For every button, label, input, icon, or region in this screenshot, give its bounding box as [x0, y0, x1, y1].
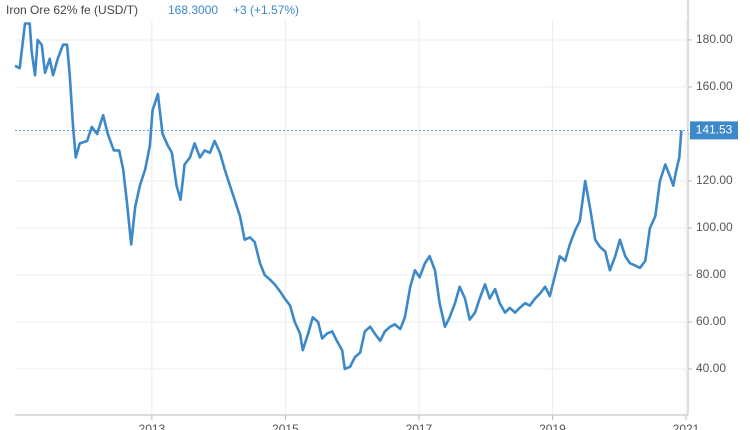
x-tick-label: 2019 — [539, 422, 566, 430]
y-tick-label: 40.00 — [696, 361, 726, 375]
y-tick-label: 60.00 — [696, 314, 726, 328]
x-tick-label: 2013 — [139, 422, 166, 430]
last-price: 168.3000 — [168, 3, 218, 17]
y-tick-label: 100.00 — [696, 220, 733, 234]
y-tick-label: 160.00 — [696, 79, 733, 93]
y-tick-label: 180.00 — [696, 32, 733, 46]
x-tick-label: 2015 — [272, 422, 299, 430]
y-tick-label: 120.00 — [696, 173, 733, 187]
last-value-badge — [690, 121, 738, 140]
price-line — [14, 22, 683, 371]
price-change: +3 (+1.57%) — [233, 3, 299, 17]
chart-title: Iron Ore 62% fe (USD/T) — [6, 3, 138, 17]
x-tick-label: 2021 — [673, 422, 700, 430]
y-tick-label: 80.00 — [696, 267, 726, 281]
last-value-label: 141.53 — [696, 123, 733, 137]
x-tick-label: 2017 — [406, 422, 433, 430]
